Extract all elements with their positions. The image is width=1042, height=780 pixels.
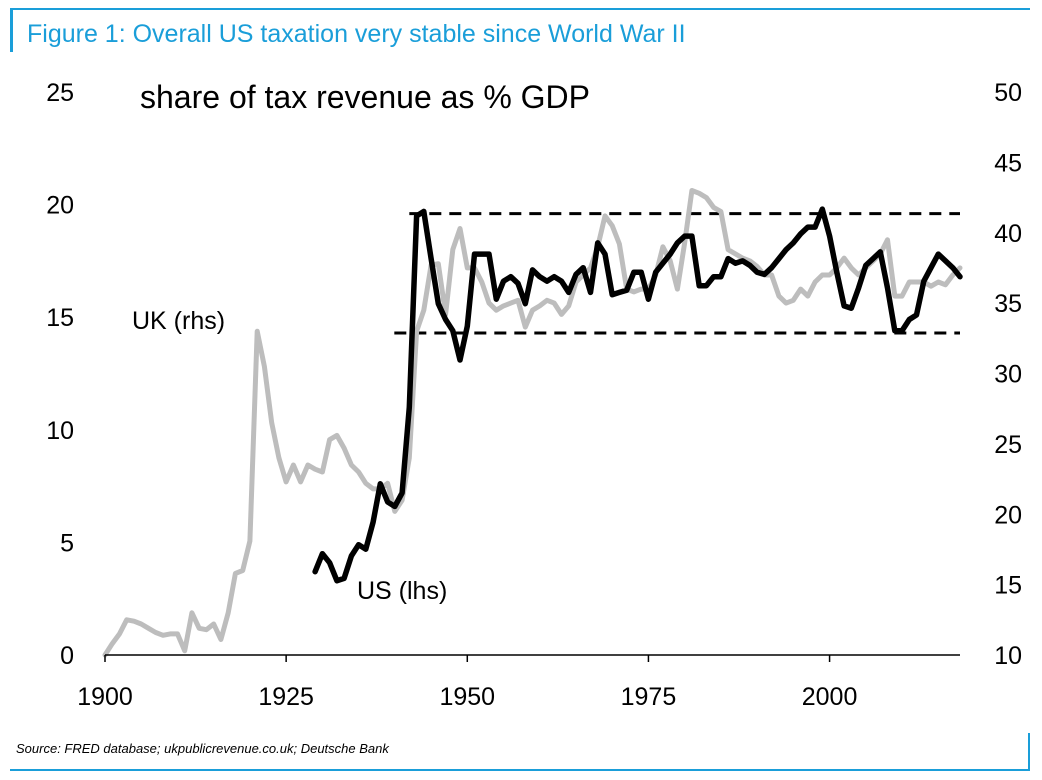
reference-band [394,212,960,335]
left-axis-ticks: 0 5 10 15 20 25 [46,79,74,670]
right-tick-label: 30 [994,361,1022,389]
x-tick-label: 1975 [621,683,677,711]
right-tick-label: 50 [994,79,1022,107]
x-tick-label: 2000 [802,683,858,711]
chart-title: share of tax revenue as % GDP [140,79,590,115]
right-tick-label: 10 [994,642,1022,670]
right-tick-label: 45 [994,149,1022,177]
left-tick-label: 10 [46,417,74,445]
footer-right-border [1028,733,1030,770]
right-axis-ticks: 10 15 20 25 30 35 40 45 50 [994,79,1022,670]
uk-series-label: UK (rhs) [132,307,225,335]
right-tick-label: 35 [994,290,1022,318]
right-tick-label: 20 [994,501,1022,529]
right-tick-label: 15 [994,572,1022,600]
left-tick-label: 25 [46,79,74,107]
footer-divider [10,769,1030,771]
x-axis-ticks: 1900 1925 1950 1975 2000 [77,655,857,711]
left-tick-label: 5 [60,529,74,557]
figure-header: Figure 1: Overall US taxation very stabl… [10,8,1030,52]
right-tick-label: 25 [994,431,1022,459]
us-series-line [312,206,963,584]
left-tick-label: 15 [46,304,74,332]
right-tick-label: 40 [994,220,1022,248]
left-tick-label: 20 [46,192,74,220]
us-series-label: US (lhs) [357,577,447,605]
uk-series-line [102,188,963,658]
x-tick-label: 1925 [258,683,314,711]
left-tick-label: 0 [60,642,74,670]
source-note: Source: FRED database; ukpublicrevenue.c… [16,741,389,756]
x-tick-label: 1900 [77,683,133,711]
series-layer [102,188,963,658]
figure-title: Figure 1: Overall US taxation very stabl… [27,20,686,48]
x-tick-label: 1950 [439,683,495,711]
